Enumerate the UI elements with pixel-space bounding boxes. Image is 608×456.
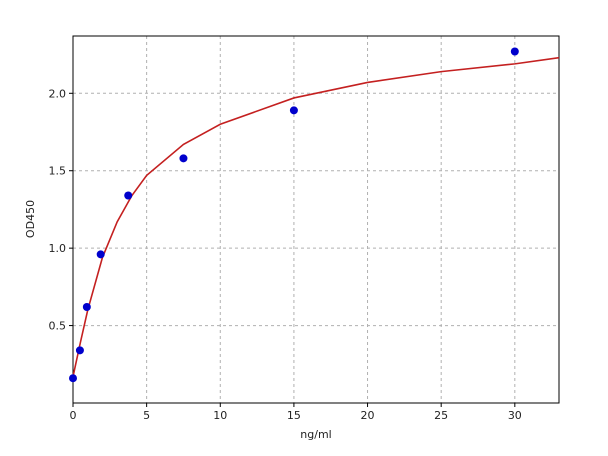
x-tick-label: 10	[213, 409, 227, 422]
x-axis-label: ng/ml	[300, 428, 331, 441]
y-tick-label: 2.0	[49, 87, 67, 100]
data-point	[124, 191, 133, 200]
x-tick-label: 30	[508, 409, 522, 422]
data-point	[82, 302, 91, 311]
data-point	[510, 47, 519, 56]
x-tick-label: 15	[287, 409, 301, 422]
x-tick-label: 25	[434, 409, 448, 422]
fit-curve	[72, 56, 560, 377]
y-tick-label: 0.5	[49, 320, 67, 333]
x-tick-label: 0	[70, 409, 77, 422]
plot-frame	[72, 35, 560, 404]
y-axis-label: OD450	[24, 200, 37, 238]
plot-area	[73, 36, 559, 403]
y-tick-label: 1.0	[49, 242, 67, 255]
data-point	[69, 374, 77, 383]
y-tick-label: 1.5	[49, 165, 67, 178]
data-point	[179, 154, 188, 163]
data-point	[289, 106, 298, 115]
x-tick-label: 5	[143, 409, 150, 422]
data-point	[75, 346, 84, 355]
x-tick-label: 20	[361, 409, 375, 422]
data-point	[96, 250, 105, 259]
